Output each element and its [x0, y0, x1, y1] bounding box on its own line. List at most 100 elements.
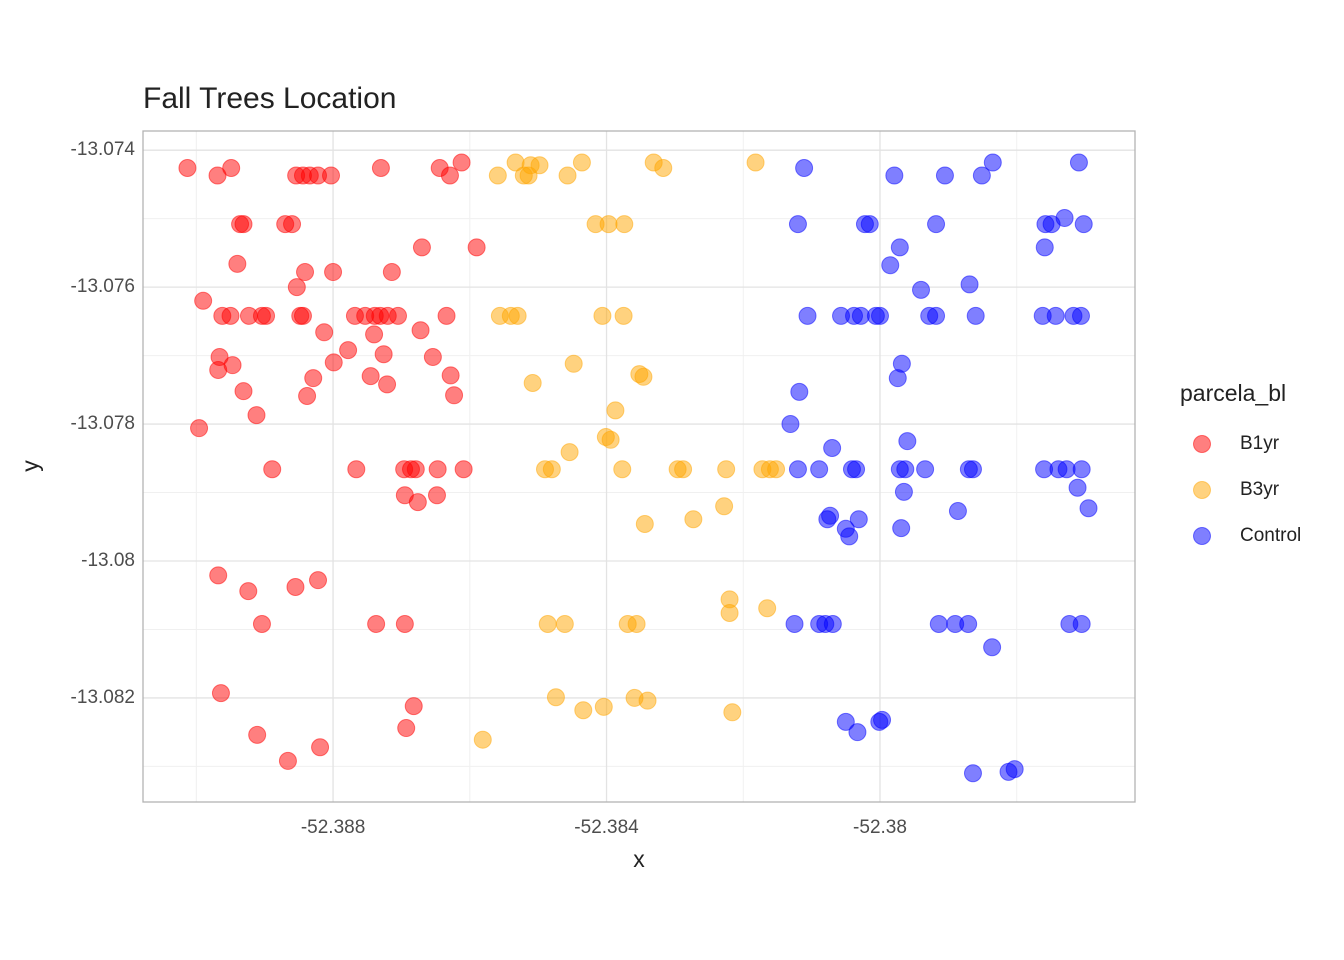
point — [654, 158, 673, 177]
point — [508, 306, 527, 325]
point — [252, 614, 271, 633]
point — [395, 614, 414, 633]
point — [440, 166, 459, 185]
point — [935, 166, 954, 185]
point — [599, 215, 618, 234]
point — [322, 166, 341, 185]
point — [389, 306, 408, 325]
point — [848, 723, 867, 742]
point — [247, 406, 266, 425]
point — [1074, 215, 1093, 234]
point — [785, 614, 804, 633]
point — [960, 275, 979, 294]
point — [1079, 499, 1098, 518]
point — [564, 354, 583, 373]
point — [601, 430, 620, 449]
x-tick-label: -52.388 — [301, 817, 365, 838]
point — [234, 382, 253, 401]
point — [788, 215, 807, 234]
point — [788, 460, 807, 479]
point — [927, 306, 946, 325]
point — [257, 306, 276, 325]
point — [717, 460, 736, 479]
point — [473, 730, 492, 749]
point — [574, 701, 593, 720]
point — [795, 158, 814, 177]
point — [613, 460, 632, 479]
point — [378, 375, 397, 394]
point — [423, 347, 442, 366]
point — [339, 341, 358, 360]
point — [890, 238, 909, 257]
point — [239, 582, 258, 601]
point — [635, 515, 654, 534]
point — [406, 460, 425, 479]
point — [572, 153, 591, 172]
point — [309, 571, 328, 590]
point — [849, 510, 868, 529]
point — [190, 419, 209, 438]
point — [615, 215, 634, 234]
plot-border — [142, 130, 1136, 803]
point — [1055, 208, 1074, 227]
point — [684, 510, 703, 529]
point — [283, 215, 302, 234]
point — [720, 604, 739, 623]
point — [594, 697, 613, 716]
point — [873, 710, 892, 729]
point — [324, 353, 343, 372]
point — [304, 369, 323, 388]
point — [634, 367, 653, 386]
point — [746, 153, 765, 172]
point — [454, 460, 473, 479]
legend-key — [1193, 527, 1211, 545]
point — [411, 321, 430, 340]
legend-key — [1193, 435, 1211, 453]
point — [315, 323, 334, 342]
point — [892, 519, 911, 538]
x-tick-label: -52.38 — [853, 817, 907, 838]
point — [959, 614, 978, 633]
point — [208, 166, 227, 185]
point — [896, 460, 915, 479]
point — [790, 382, 809, 401]
point — [847, 460, 866, 479]
point — [311, 738, 330, 757]
point — [404, 697, 423, 716]
point — [912, 280, 931, 299]
x-tick-label: -52.384 — [574, 817, 639, 838]
point — [397, 719, 416, 738]
point — [674, 460, 693, 479]
point — [948, 502, 967, 521]
point — [228, 254, 247, 273]
point — [983, 153, 1002, 172]
point — [1005, 760, 1024, 779]
point — [365, 325, 384, 344]
point — [408, 493, 427, 512]
point — [427, 486, 446, 505]
point — [560, 443, 579, 462]
y-tick-label: -13.08 — [81, 550, 135, 571]
point — [983, 638, 1002, 657]
point — [382, 263, 401, 282]
point — [347, 460, 366, 479]
point — [1072, 460, 1091, 479]
legend-label: Control — [1240, 525, 1301, 546]
point — [810, 460, 829, 479]
point — [963, 460, 982, 479]
point — [898, 432, 917, 451]
point — [437, 306, 456, 325]
point — [296, 263, 315, 282]
point — [374, 345, 393, 364]
y-tick-label: -13.074 — [71, 139, 136, 160]
point — [278, 751, 297, 770]
point — [1035, 238, 1054, 257]
legend-label: B1yr — [1240, 433, 1280, 454]
point — [927, 215, 946, 234]
point — [441, 366, 460, 385]
point — [546, 688, 565, 707]
point — [627, 614, 646, 633]
point — [836, 712, 855, 731]
point — [767, 460, 786, 479]
